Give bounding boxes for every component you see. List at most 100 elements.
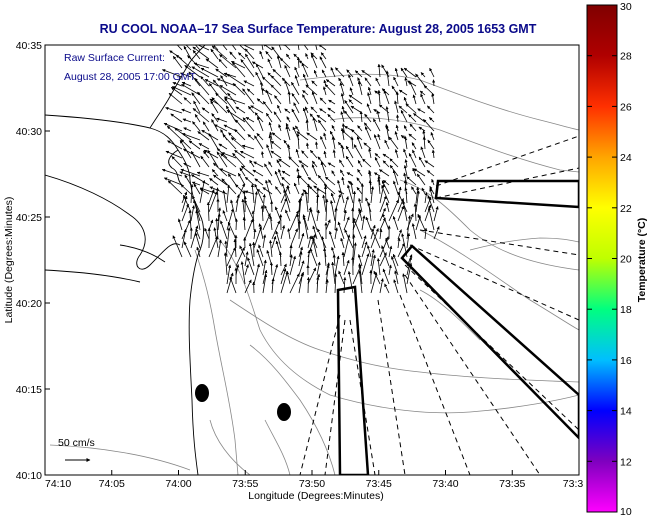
current-vector <box>223 124 237 132</box>
current-vector <box>181 108 192 114</box>
current-vector <box>293 102 300 114</box>
current-vector <box>316 261 321 276</box>
current-vector <box>327 162 336 168</box>
current-vector <box>388 199 399 222</box>
current-vector <box>301 150 309 159</box>
current-vector <box>211 45 228 60</box>
current-vector <box>412 167 417 177</box>
current-vector <box>194 232 201 249</box>
current-vector <box>327 107 336 114</box>
current-vector <box>427 139 435 150</box>
current-vector <box>366 244 372 258</box>
annotation-line-1: Raw Surface Current: <box>64 52 165 64</box>
current-vector <box>365 216 372 231</box>
current-vector <box>332 149 336 159</box>
current-vector <box>169 50 183 60</box>
colorbar-ticks: 30 28 26 24 22 20 18 16 14 12 10 <box>587 1 632 518</box>
current-vector <box>171 156 183 168</box>
current-vector <box>168 92 183 105</box>
current-vector <box>167 140 183 150</box>
current-vector <box>358 270 363 294</box>
current-vector <box>298 273 304 294</box>
current-vector <box>334 273 338 294</box>
current-vector <box>259 50 264 60</box>
current-vector <box>324 84 336 96</box>
current-vector <box>340 144 345 159</box>
current-vector <box>216 151 228 168</box>
current-vector <box>234 149 246 159</box>
current-vector <box>317 119 327 132</box>
current-vector <box>294 66 300 78</box>
current-vector <box>284 65 291 78</box>
current-vector <box>177 218 183 231</box>
current-vector <box>298 197 303 222</box>
current-vector <box>295 148 300 159</box>
annotation-line-2: August 28, 2005 17:00 GMT <box>64 71 197 83</box>
current-vector <box>229 276 237 294</box>
current-vector <box>334 207 338 231</box>
current-vector <box>314 45 318 51</box>
colorbar-tick-label: 10 <box>620 506 632 518</box>
current-vector <box>367 86 372 96</box>
current-vector <box>192 107 210 123</box>
current-vector <box>197 45 210 51</box>
current-vector <box>262 234 267 249</box>
current-vector <box>269 261 273 276</box>
current-vector <box>389 158 399 168</box>
current-vector <box>234 218 238 231</box>
current-vector <box>208 191 218 213</box>
current-vector <box>320 52 327 60</box>
current-vector <box>226 272 234 294</box>
current-vector <box>271 235 277 249</box>
current-vector <box>321 69 327 78</box>
current-vector <box>263 45 273 51</box>
current-vector <box>388 264 392 276</box>
current-vector <box>244 199 255 222</box>
current-vector <box>244 251 249 267</box>
current-vector <box>358 263 363 285</box>
current-vector <box>191 92 201 105</box>
current-vector <box>228 132 237 141</box>
current-vector <box>165 106 183 114</box>
current-vector <box>276 159 282 168</box>
current-vector <box>379 217 386 231</box>
current-vector <box>270 84 282 96</box>
current-vector <box>184 64 201 78</box>
current-vector <box>415 186 420 204</box>
current-vector <box>291 81 300 96</box>
current-vector <box>422 136 426 150</box>
current-vector <box>402 273 408 294</box>
current-vector <box>328 230 336 249</box>
colorbar-tick-label: 12 <box>620 456 632 468</box>
y-tick-label: 40:35 <box>16 40 42 52</box>
current-vector <box>181 228 187 249</box>
current-vector <box>382 160 390 168</box>
current-vector <box>357 125 363 132</box>
current-vector <box>262 273 268 294</box>
current-vector <box>398 105 408 114</box>
current-vector <box>276 55 282 69</box>
current-vector <box>398 89 408 96</box>
bathymetry-contours <box>49 73 579 475</box>
current-vector <box>340 92 345 105</box>
colorbar-tick-label: 18 <box>620 304 632 316</box>
current-vector <box>381 245 390 267</box>
current-vector <box>302 89 309 96</box>
current-vector <box>265 50 273 60</box>
current-vector <box>216 117 228 123</box>
current-vector <box>357 160 363 168</box>
current-vector <box>161 168 183 177</box>
current-vector <box>190 225 199 249</box>
current-vector <box>397 229 402 240</box>
current-vector <box>193 100 201 114</box>
current-vector <box>253 228 257 240</box>
current-vector <box>423 119 435 132</box>
current-vector <box>320 161 327 177</box>
current-vector <box>181 132 201 141</box>
colorbar-label: Temperature (°C) <box>636 218 648 303</box>
current-vector <box>403 67 417 78</box>
current-vector <box>356 186 363 195</box>
current-vector <box>312 116 318 132</box>
current-vector <box>335 67 345 78</box>
current-vector <box>193 183 201 195</box>
